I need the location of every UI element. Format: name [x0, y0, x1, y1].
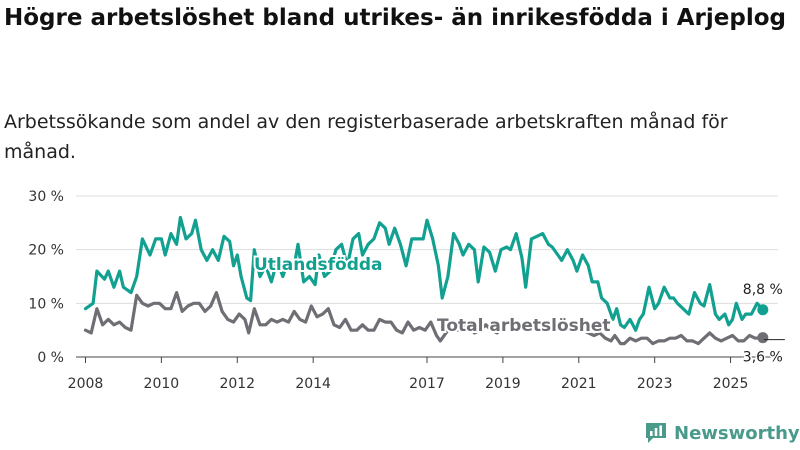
end-value-label-utlandsfodda: 8,8 % — [743, 282, 783, 298]
y-tick-label-30: 30 % — [28, 189, 64, 205]
series-line-0 — [83, 215, 765, 332]
series-label-utlandsfodda: Utlandsfödda — [254, 255, 383, 275]
line-chart: 0 % 10 % 20 % 30 % 2008 2010 2012 2014 2017 2019… — [28, 189, 785, 392]
x-tick-label-2008: 2008 — [68, 376, 104, 392]
brand-logo: Newsworthy — [644, 419, 800, 447]
x-tick-label-2014: 2014 — [295, 376, 331, 392]
x-tick-label-2023: 2023 — [637, 376, 673, 392]
x-tick-label-2025: 2025 — [713, 376, 749, 392]
chart-subtitle: Arbetssökande som andel av den registerb… — [4, 111, 728, 163]
y-tick-label-20: 20 % — [28, 243, 64, 259]
chart-title: Högre arbetslöshet bland utrikes- än inr… — [4, 5, 786, 31]
y-tick-label-10: 10 % — [28, 296, 64, 312]
y-axis-tick-labels: 0 % 10 % 20 % 30 % — [28, 189, 64, 366]
series-lines — [83, 215, 769, 346]
x-tick-label-2012: 2012 — [219, 376, 255, 392]
x-tick-label-2019: 2019 — [485, 376, 521, 392]
series-line-1 — [83, 291, 765, 346]
x-tick-label-2017: 2017 — [409, 376, 445, 392]
x-axis: 2008 2010 2012 2014 2017 2019 2021 2023 2025 — [68, 356, 778, 392]
x-tick-label-2021: 2021 — [561, 376, 597, 392]
series-labels: Utlandsfödda Total arbetslöshet 8,8 % 3,6 % — [252, 253, 785, 367]
newsworthy-logo-icon — [646, 423, 666, 443]
series-end-marker-0 — [757, 304, 769, 316]
end-value-label-total: 3,6 % — [743, 350, 783, 366]
x-tick-label-2010: 2010 — [144, 376, 180, 392]
series-end-marker-1 — [757, 332, 769, 344]
brand-name: Newsworthy — [674, 422, 800, 444]
gridlines — [76, 195, 778, 304]
y-tick-label-0: 0 % — [37, 350, 64, 366]
series-label-total: Total arbetslöshet — [437, 316, 611, 336]
